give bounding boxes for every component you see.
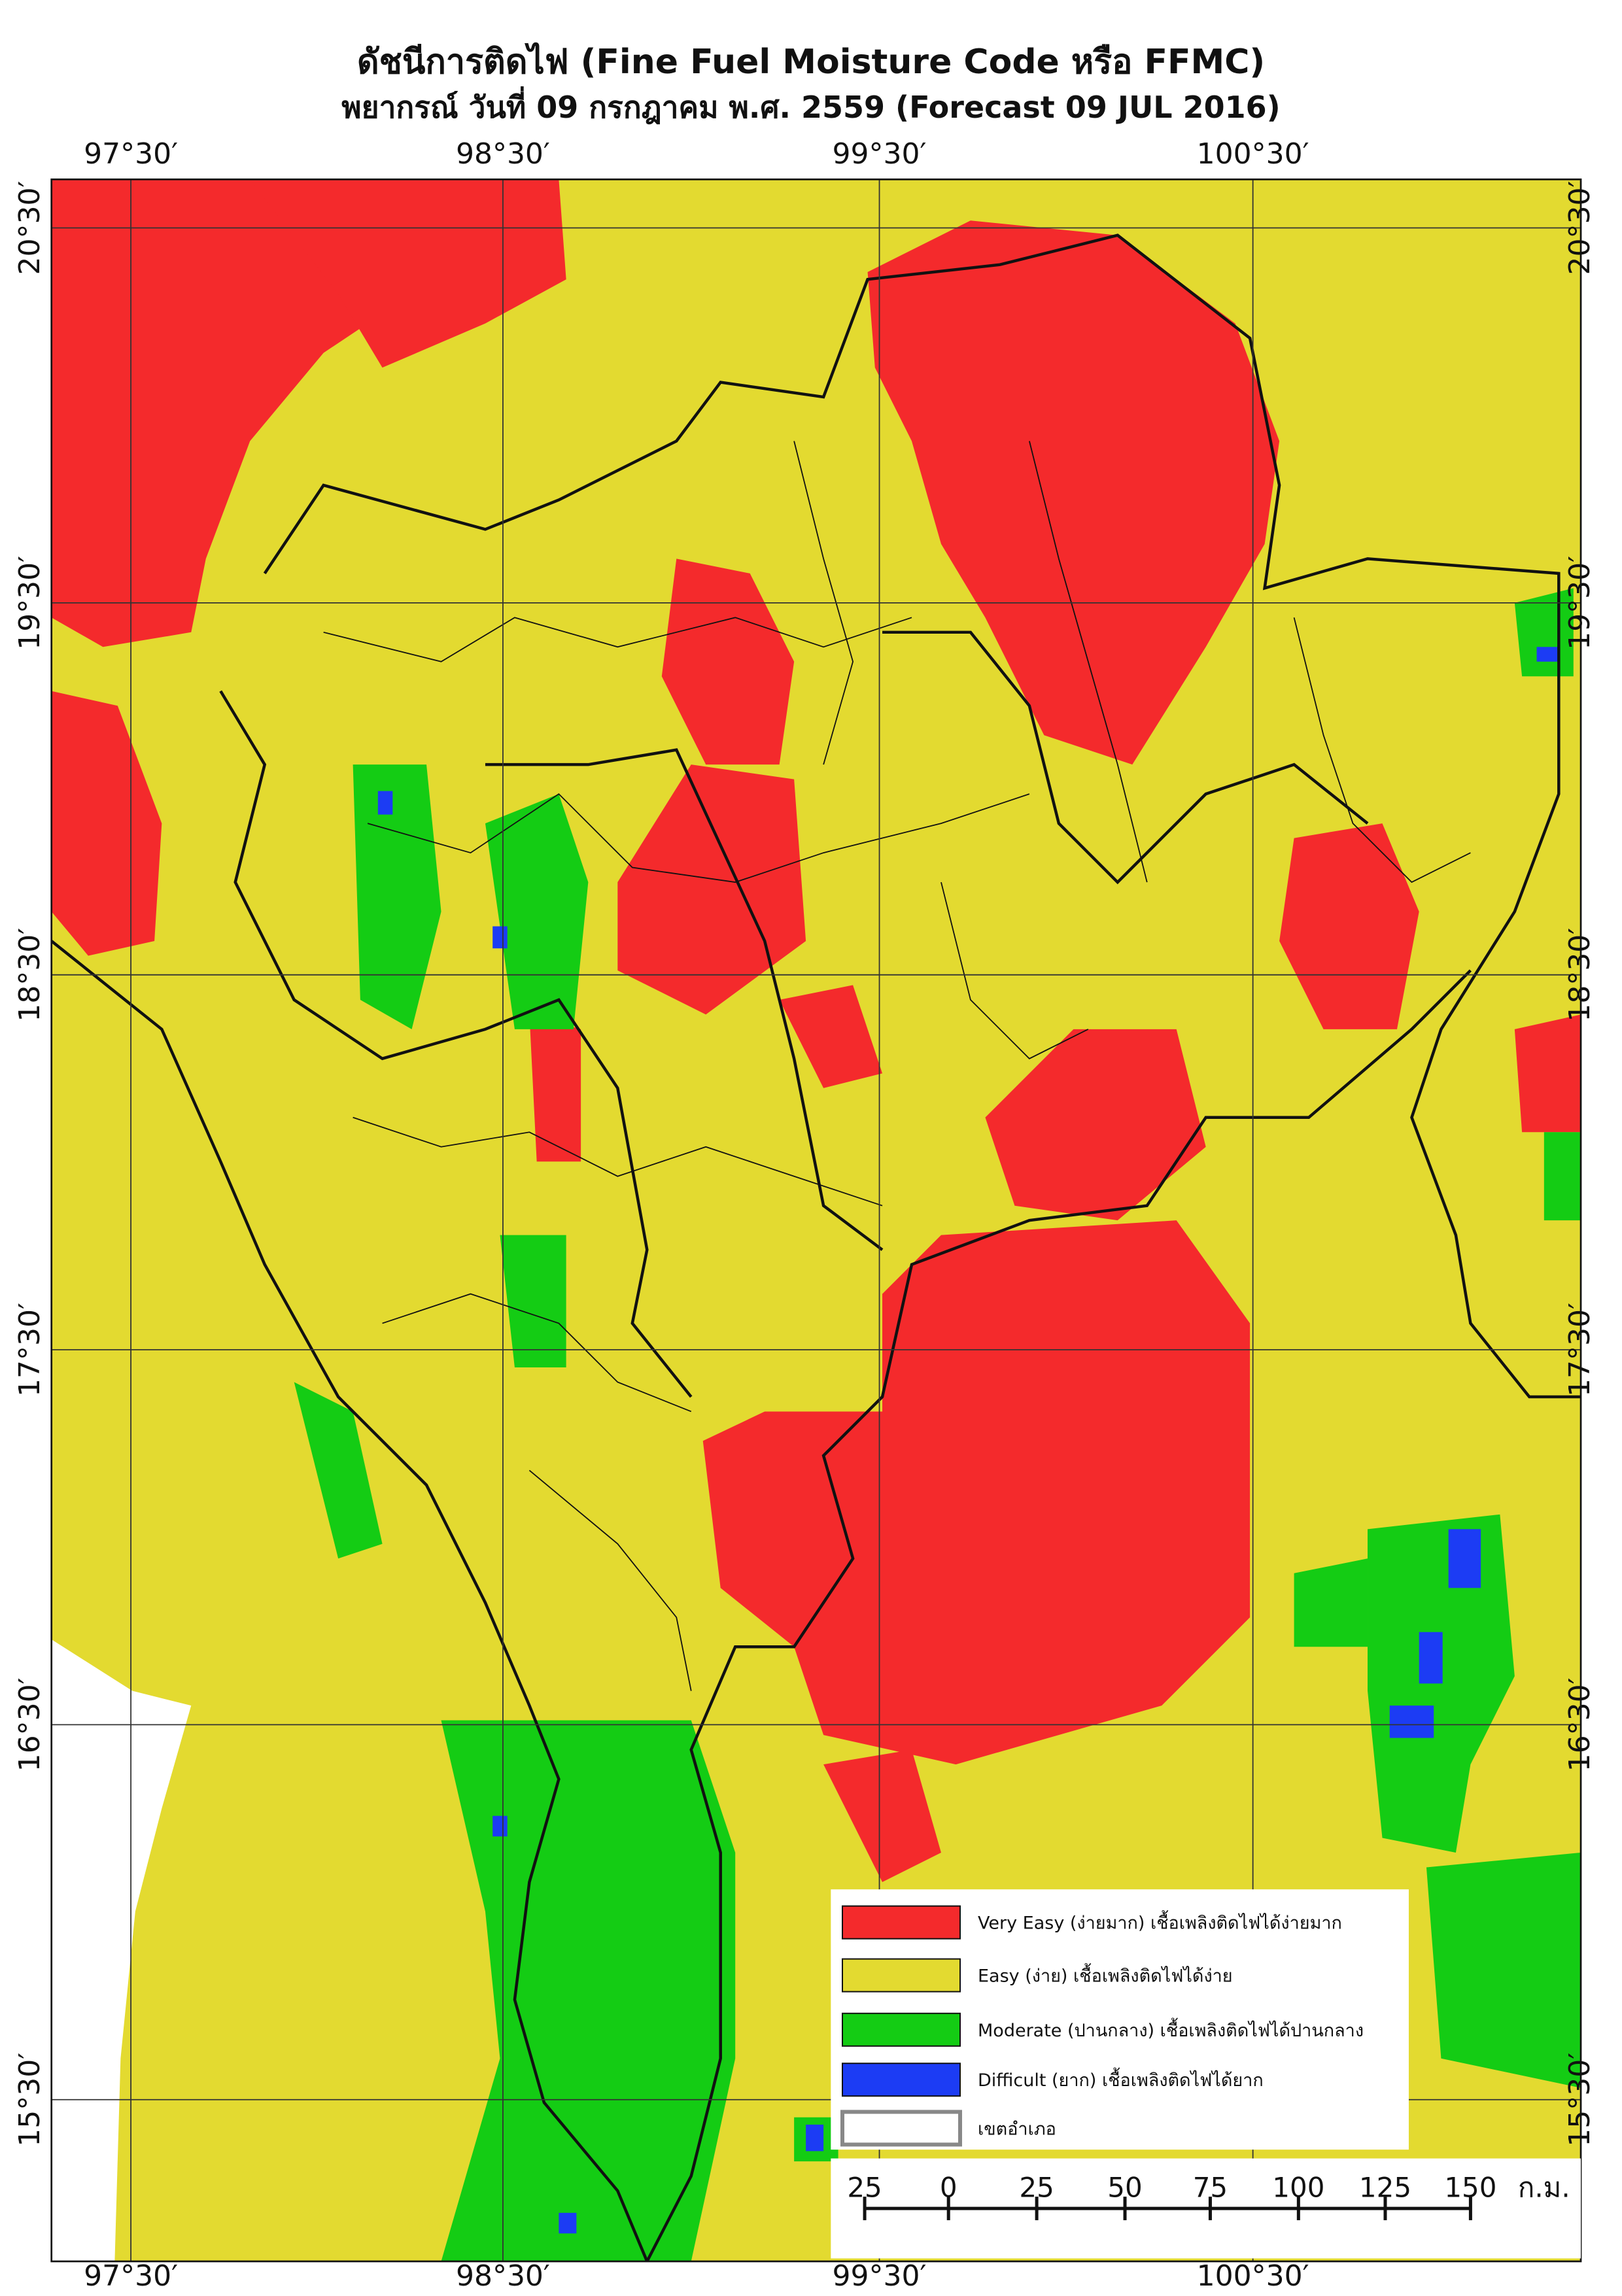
longitude-label: 98°30′ — [456, 2259, 550, 2293]
map-frame — [50, 178, 1582, 2263]
difficult-areas — [377, 647, 1558, 2234]
subtitle: พยากรณ์ วันที่ 09 กรกฎาคม พ.ศ. 2559 (For… — [341, 86, 1280, 125]
latitude-label: 15°30′ — [13, 2053, 46, 2147]
latitude-label: 18°30′ — [13, 928, 46, 1022]
legend-label: Moderate (ปานกลาง) เชื้อเพลิงติดไฟได้ปาน… — [978, 2017, 1364, 2041]
very-easy-areas — [51, 179, 1581, 1882]
legend-swatch — [842, 2063, 961, 2097]
latitude-label: 19°30′ — [13, 556, 46, 650]
latitude-label: 17°30′ — [1563, 1303, 1596, 1397]
province-boundaries — [51, 233, 1581, 2262]
title: ดัชนีการติดไฟ (Fine Fuel Moisture Code ห… — [357, 42, 1265, 82]
latitude-label: 19°30′ — [1563, 556, 1596, 650]
longitude-label: 97°30′ — [84, 137, 178, 171]
legend-swatch — [840, 2110, 962, 2147]
latitude-label: 16°30′ — [1563, 1677, 1596, 1772]
legend-label: Difficult (ยาก) เชื้อเพลิงติดไฟได้ยาก — [978, 2067, 1264, 2091]
map — [50, 178, 1582, 2263]
legend-swatch — [842, 1905, 961, 1940]
district-boundaries — [323, 441, 1471, 1691]
legend-swatch — [842, 2012, 961, 2047]
longitude-label: 97°30′ — [84, 2259, 178, 2293]
legend-label: เขตอำเภอ — [978, 2119, 1056, 2139]
legend-label: Very Easy (ง่ายมาก) เชื้อเพลิงติดไฟได้ง่… — [978, 1910, 1342, 1934]
latitude-label: 20°30′ — [1563, 181, 1596, 275]
scale-bar-unit: ก.ม. — [1518, 2172, 1570, 2204]
map-raster — [51, 179, 1581, 2262]
longitude-label: 99°30′ — [833, 2259, 927, 2293]
latitude-label: 17°30′ — [13, 1303, 46, 1397]
latitude-label: 16°30′ — [13, 1677, 46, 1772]
longitude-label: 100°30′ — [1197, 137, 1309, 171]
legend-swatch — [842, 1958, 961, 1993]
sea — [51, 1639, 192, 2262]
legend-label: Easy (ง่าย) เชื้อเพลิงติดไฟได้ง่าย — [978, 1963, 1233, 1987]
latitude-label: 18°30′ — [1563, 928, 1596, 1022]
latitude-label: 20°30′ — [13, 181, 46, 275]
longitude-label: 99°30′ — [833, 137, 927, 171]
longitude-label: 98°30′ — [456, 137, 550, 171]
longitude-label: 100°30′ — [1197, 2259, 1309, 2293]
latitude-label: 15°30′ — [1563, 2053, 1596, 2147]
